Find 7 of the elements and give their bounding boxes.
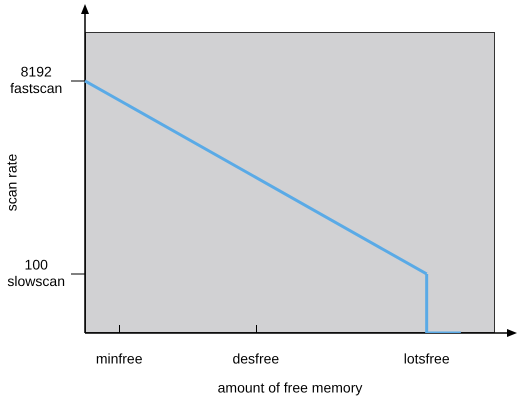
y-tick-label: 8192 fastscan (10, 63, 62, 96)
x-axis-title: amount of free memory (218, 379, 362, 396)
y-axis-title: scan rate (3, 153, 20, 212)
x-tick-label: desfree (232, 350, 280, 366)
x-tick-label: lotsfree (404, 350, 450, 366)
y-tick-label: 100 slowscan (7, 256, 66, 290)
x-tick-label: minfree (96, 350, 143, 366)
